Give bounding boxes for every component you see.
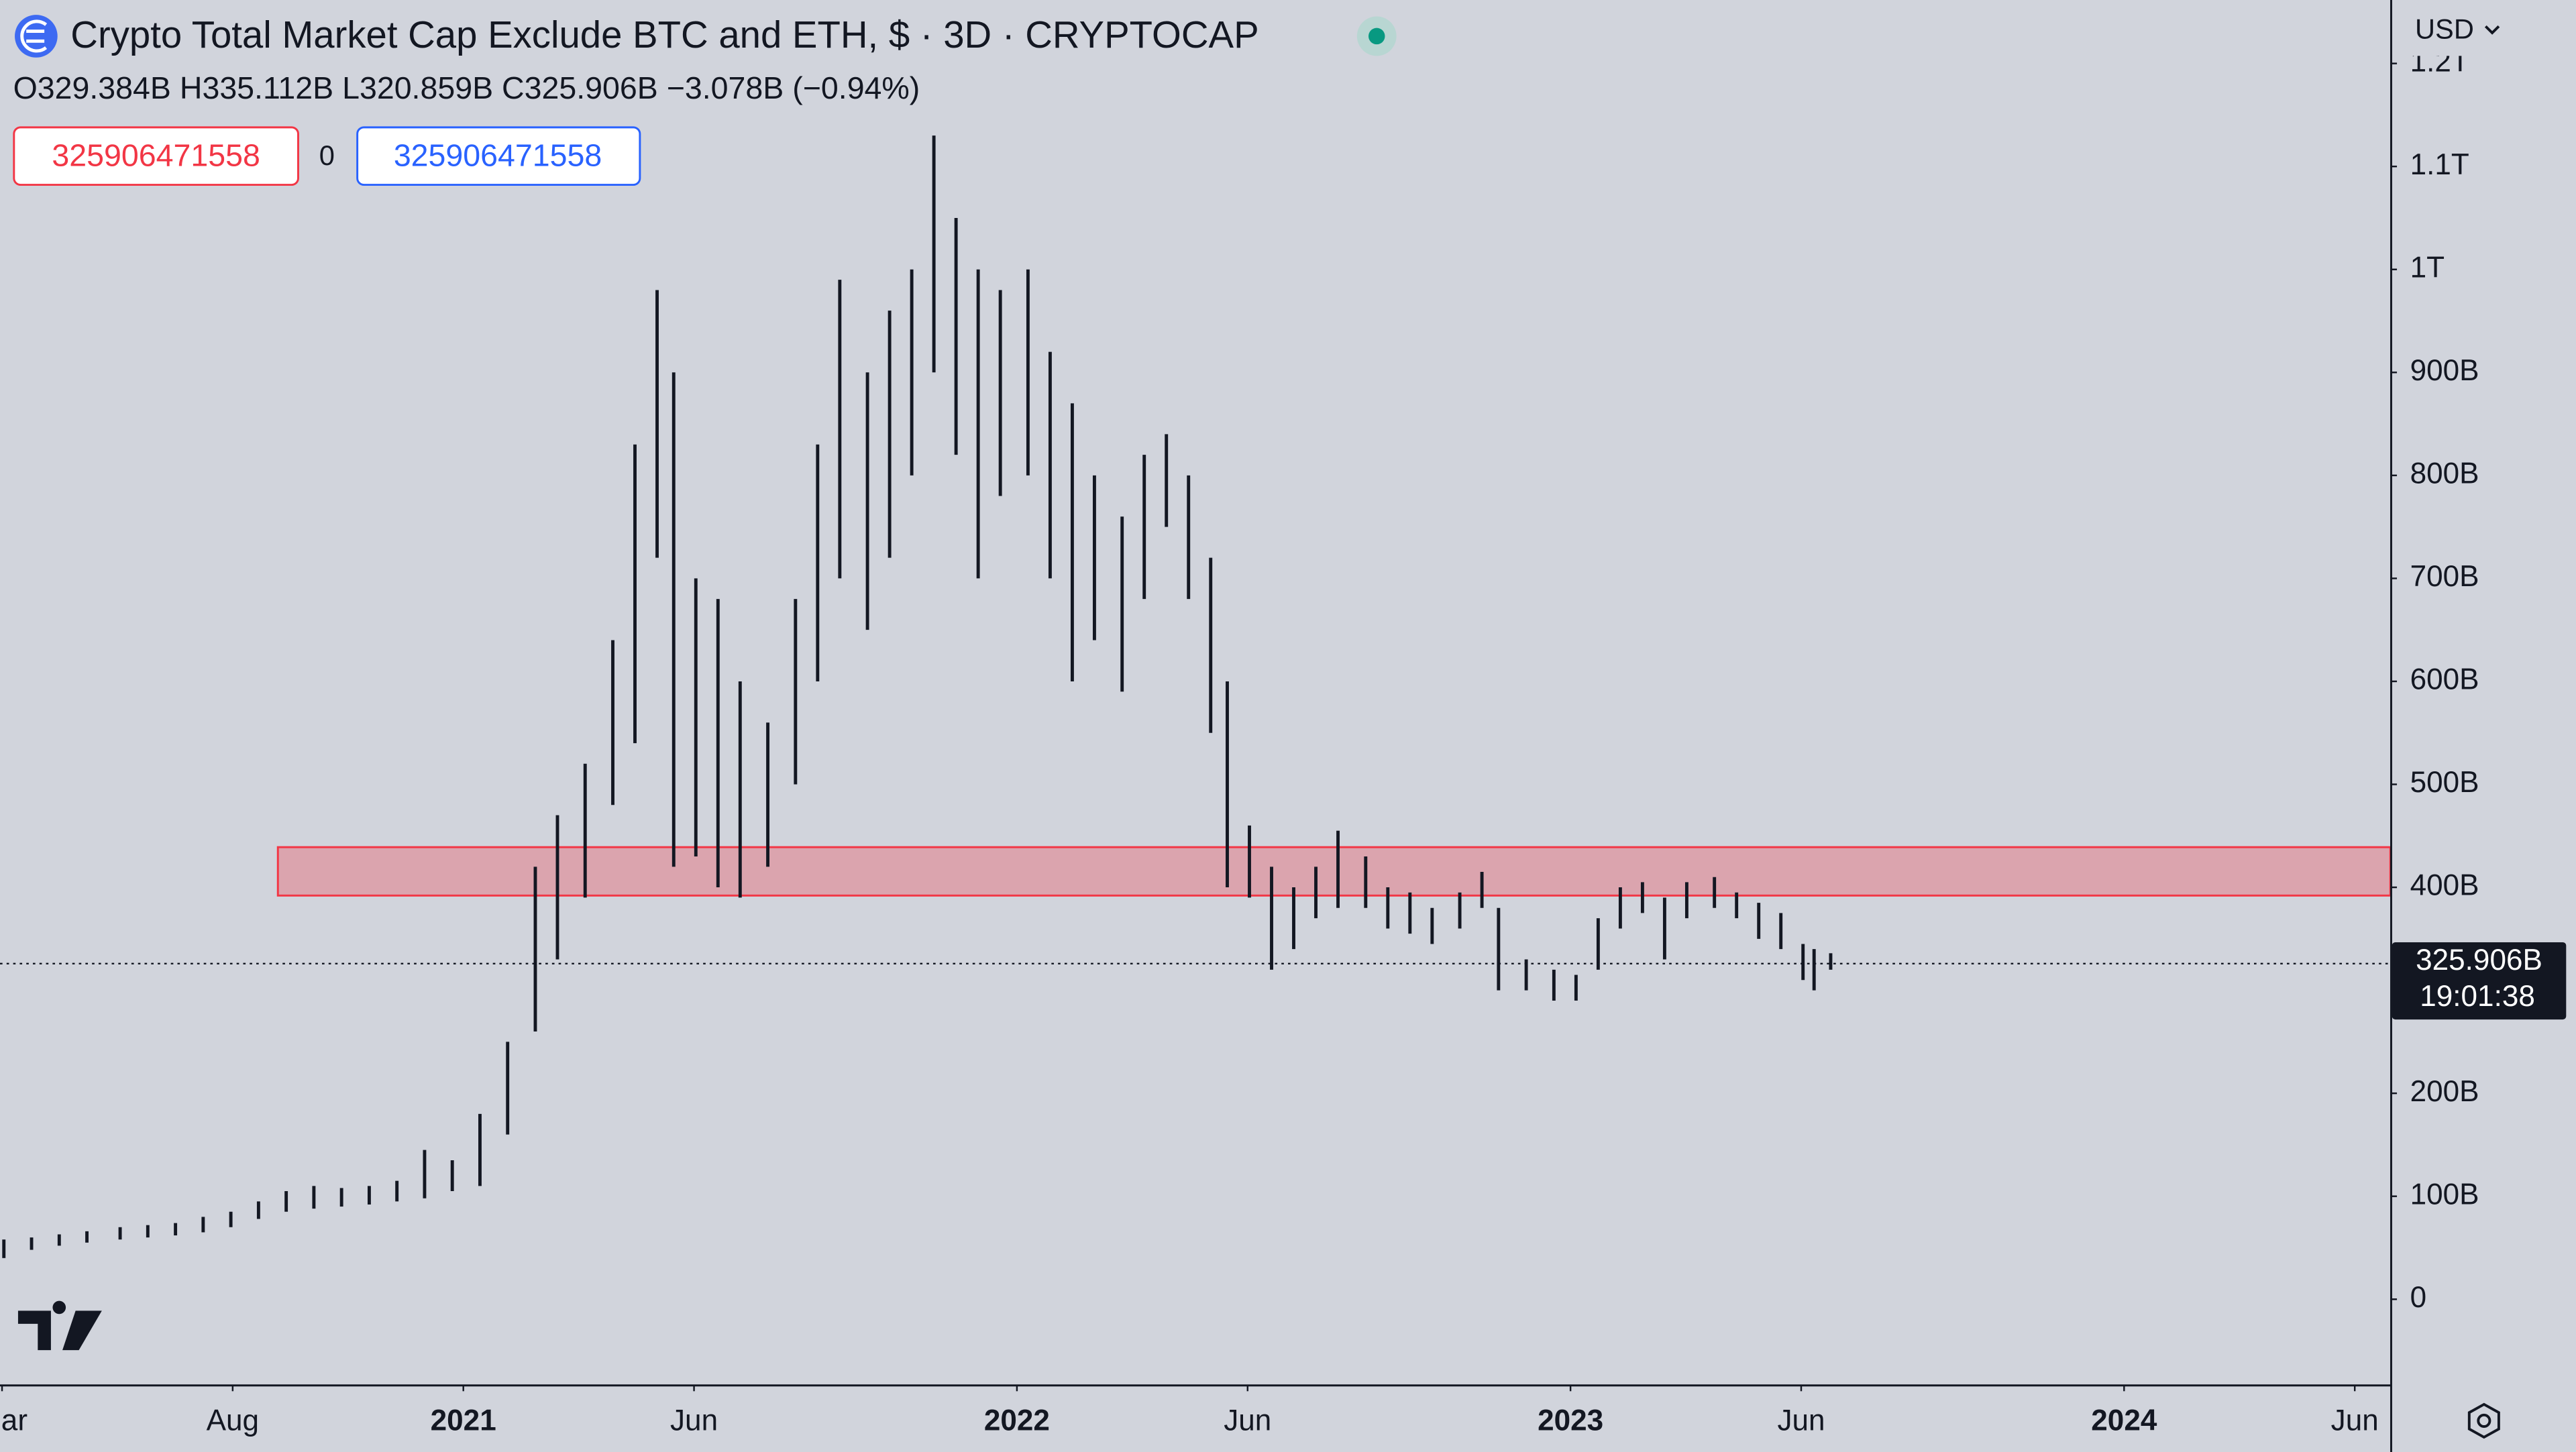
y-tick-label: 500B <box>2410 766 2479 799</box>
status-dot <box>1368 27 1385 45</box>
y-tick-label: 0 <box>2410 1281 2427 1314</box>
x-tick-label: Jun <box>1777 1404 1825 1437</box>
x-tick-label: Jun <box>2331 1404 2379 1437</box>
x-tick-label: Jun <box>670 1404 718 1437</box>
chart-title: Crypto Total Market Cap Exclude BTC and … <box>70 13 1258 56</box>
plot-area <box>0 135 2392 1258</box>
input-box-right[interactable] <box>356 126 641 186</box>
input-box-left[interactable] <box>13 126 299 186</box>
countdown: 19:01:38 <box>2420 980 2535 1013</box>
currency-chevron[interactable] <box>2484 25 2500 35</box>
y-tick-label: 400B <box>2410 869 2479 902</box>
x-tick-label: 2022 <box>984 1404 1050 1437</box>
input-right[interactable]: 325906471558 <box>394 137 602 172</box>
input-mid: 0 <box>319 139 335 171</box>
x-tick-label: 2024 <box>2091 1404 2157 1437</box>
x-tick-label: Mar <box>0 1404 28 1437</box>
y-tick-label: 1.1T <box>2410 148 2469 181</box>
price-axis: 0 100B 200B 400B 500B 600B 700B 800B 900B 1T 1.1T 1… <box>2390 45 2567 1314</box>
y-tick-label: 200B <box>2410 1075 2479 1108</box>
ohlc-legend: O329.384B H335.112B L320.859B C325.906B … <box>13 70 920 105</box>
input-left[interactable]: 325906471558 <box>52 137 260 172</box>
settings-icon-center[interactable] <box>2477 1413 2491 1428</box>
symbol-logo-mark <box>20 19 48 53</box>
y-tick-label: 1T <box>2410 251 2445 284</box>
x-tick-label: Jun <box>1224 1404 1271 1437</box>
y-tick-label: 800B <box>2410 457 2479 490</box>
last-price-box <box>2392 942 2567 1020</box>
currency-button[interactable]: USD <box>2415 13 2474 45</box>
x-tick-label: Aug <box>207 1404 259 1437</box>
resistance-zone <box>276 846 2392 897</box>
x-tick-label: 2021 <box>431 1404 496 1437</box>
x-tick-label: 2023 <box>1538 1404 1603 1437</box>
last-price-label: 325.906B <box>2416 944 2542 976</box>
time-axis: Mar Aug 2021 Jun 2022 Jun 2023 Jun 2024 Jun <box>0 1384 2379 1437</box>
tradingview-logo[interactable] <box>17 1300 102 1351</box>
y-tick-label: 700B <box>2410 560 2479 593</box>
y-tick-label: 900B <box>2410 354 2479 387</box>
y-tick-label: 600B <box>2410 663 2479 696</box>
currency-bg <box>2395 6 2573 56</box>
y-tick-label: 100B <box>2410 1178 2479 1211</box>
settings-icon[interactable] <box>2467 1402 2500 1439</box>
